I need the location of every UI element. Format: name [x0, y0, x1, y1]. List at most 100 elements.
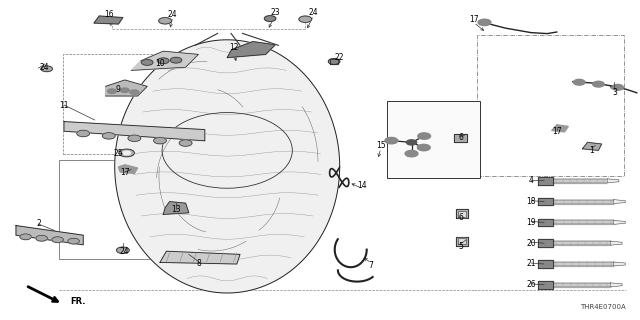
Polygon shape: [614, 200, 625, 204]
Text: FR.: FR.: [70, 297, 86, 306]
Polygon shape: [458, 238, 466, 244]
Text: 15: 15: [376, 141, 386, 150]
Polygon shape: [131, 51, 198, 70]
Polygon shape: [160, 251, 240, 264]
Polygon shape: [553, 179, 607, 183]
Text: 24: 24: [40, 63, 50, 72]
Circle shape: [299, 16, 312, 22]
Circle shape: [52, 237, 63, 243]
Text: 24: 24: [168, 10, 178, 19]
Circle shape: [573, 79, 585, 85]
Text: 14: 14: [356, 181, 367, 190]
Text: 17: 17: [552, 127, 562, 136]
Text: 4: 4: [529, 176, 534, 185]
Circle shape: [116, 247, 129, 253]
Polygon shape: [330, 59, 338, 64]
Polygon shape: [538, 219, 553, 226]
Polygon shape: [607, 179, 619, 183]
Circle shape: [20, 234, 31, 240]
Text: 10: 10: [155, 60, 165, 68]
Text: THR4E0700A: THR4E0700A: [580, 304, 626, 310]
Polygon shape: [16, 226, 83, 245]
Text: 18: 18: [527, 197, 536, 206]
Text: 6: 6: [458, 133, 463, 142]
Polygon shape: [458, 211, 466, 217]
Circle shape: [108, 89, 116, 93]
Polygon shape: [611, 241, 622, 245]
Polygon shape: [538, 239, 553, 247]
Circle shape: [120, 88, 129, 92]
Circle shape: [179, 140, 192, 146]
Bar: [63, 54, 216, 154]
Polygon shape: [614, 262, 625, 266]
Text: 23: 23: [270, 8, 280, 17]
Circle shape: [328, 59, 340, 64]
Circle shape: [405, 150, 418, 157]
Circle shape: [406, 140, 417, 145]
Circle shape: [154, 138, 166, 144]
Bar: [477, 35, 624, 176]
Polygon shape: [456, 209, 468, 218]
Polygon shape: [553, 262, 614, 266]
Bar: [387, 101, 480, 178]
Text: 2: 2: [36, 220, 41, 228]
Polygon shape: [614, 220, 625, 224]
Polygon shape: [538, 198, 553, 205]
Circle shape: [128, 135, 141, 141]
Polygon shape: [538, 260, 553, 268]
Polygon shape: [553, 241, 611, 245]
Text: 24: 24: [308, 8, 319, 17]
Circle shape: [119, 149, 134, 157]
Text: 9: 9: [116, 85, 121, 94]
Text: 21: 21: [527, 260, 536, 268]
Text: 20: 20: [526, 239, 536, 248]
Circle shape: [170, 57, 182, 63]
Polygon shape: [118, 165, 138, 173]
Text: 12: 12: [229, 44, 238, 52]
Circle shape: [77, 130, 90, 137]
Text: 7: 7: [369, 261, 374, 270]
Circle shape: [593, 81, 604, 87]
Text: 3: 3: [612, 88, 617, 97]
Circle shape: [478, 19, 491, 26]
Text: 24: 24: [120, 247, 130, 256]
Circle shape: [102, 132, 115, 139]
Text: 16: 16: [104, 10, 114, 19]
Text: 5: 5: [458, 242, 463, 251]
Text: 26: 26: [526, 280, 536, 289]
Polygon shape: [553, 220, 614, 224]
Circle shape: [417, 144, 430, 151]
Polygon shape: [454, 134, 467, 142]
Circle shape: [130, 90, 139, 94]
Text: 6: 6: [458, 213, 463, 222]
Polygon shape: [163, 202, 189, 214]
Circle shape: [264, 16, 276, 21]
Circle shape: [159, 18, 172, 24]
Polygon shape: [538, 177, 553, 185]
Text: 13: 13: [171, 205, 181, 214]
Text: 22: 22: [335, 53, 344, 62]
Text: 19: 19: [526, 218, 536, 227]
Polygon shape: [94, 16, 123, 24]
Polygon shape: [106, 80, 147, 96]
Circle shape: [418, 133, 431, 139]
Circle shape: [123, 151, 131, 155]
Text: 11: 11: [60, 101, 68, 110]
Polygon shape: [611, 283, 622, 287]
Polygon shape: [582, 142, 602, 150]
Polygon shape: [553, 283, 611, 287]
Text: 17: 17: [120, 168, 130, 177]
Text: 17: 17: [468, 15, 479, 24]
Circle shape: [141, 60, 153, 65]
Circle shape: [385, 137, 397, 144]
Polygon shape: [115, 40, 340, 293]
Polygon shape: [553, 200, 614, 204]
Bar: [59, 160, 184, 259]
Polygon shape: [227, 42, 275, 58]
Polygon shape: [456, 237, 468, 246]
Polygon shape: [552, 125, 568, 132]
Text: 25: 25: [113, 149, 124, 158]
Circle shape: [157, 58, 169, 64]
Text: 8: 8: [196, 260, 201, 268]
Text: 1: 1: [589, 146, 595, 155]
